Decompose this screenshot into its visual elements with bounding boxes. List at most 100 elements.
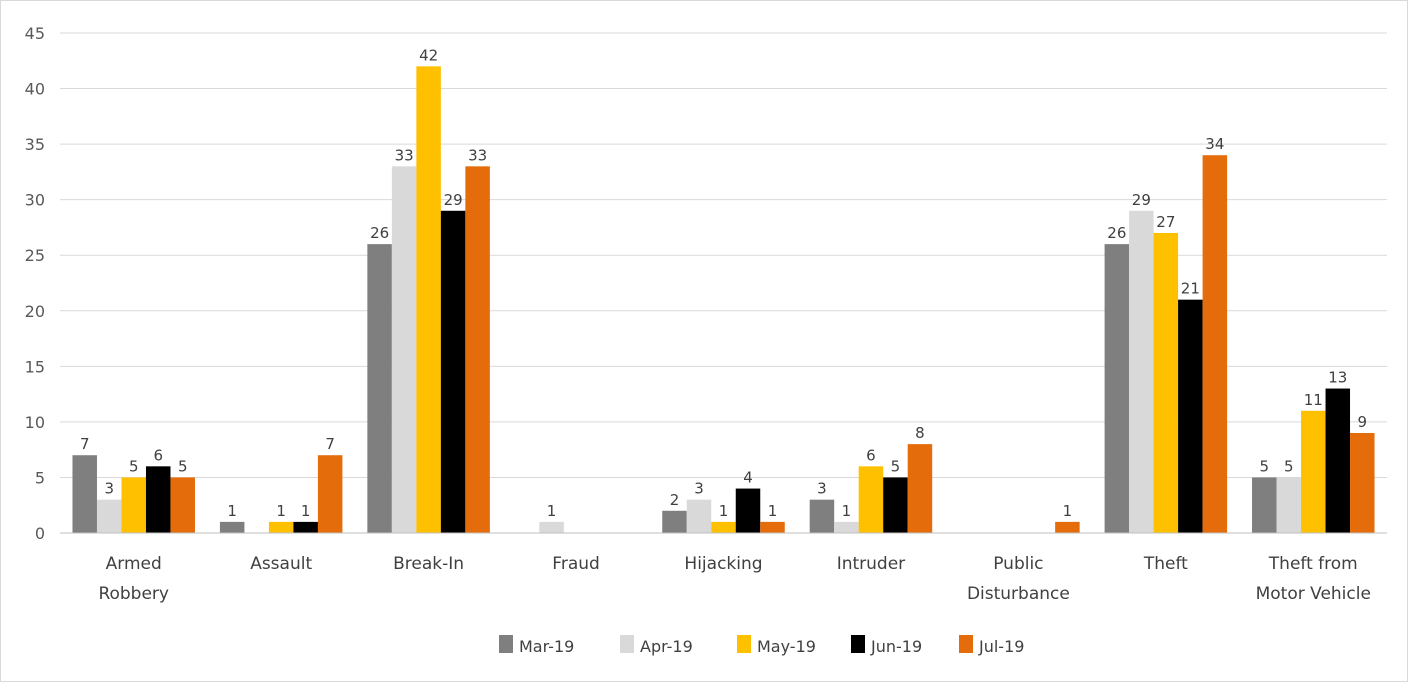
category-label: Robbery	[98, 584, 169, 604]
data-label: 33	[468, 146, 487, 164]
data-label: 1	[276, 502, 286, 520]
data-label: 34	[1205, 135, 1224, 153]
y-tick-label: 30	[25, 191, 45, 210]
bar-mar-19-8	[1252, 477, 1277, 533]
legend-label-jul-19: Jul-19	[978, 637, 1024, 656]
y-tick-label: 40	[25, 80, 45, 99]
data-label: 1	[301, 502, 311, 520]
gridlines	[60, 32, 1387, 478]
bar-jul-19-6	[1055, 521, 1080, 533]
y-tick-label: 5	[35, 468, 45, 487]
data-label: 8	[915, 424, 925, 442]
data-label: 1	[842, 502, 852, 520]
data-label: 3	[104, 480, 114, 498]
data-label: 21	[1181, 280, 1200, 298]
legend-swatch-apr-19	[620, 635, 634, 653]
y-axis-ticks: 0 5 10 15 20 25 30 35 40 45	[25, 24, 45, 543]
legend-swatch-mar-19	[499, 635, 513, 653]
bar-mar-19-0	[72, 455, 97, 533]
bar-jun-19-8	[1325, 388, 1351, 533]
category-label: Armed	[106, 554, 162, 574]
bar-jun-19-0	[145, 466, 171, 533]
data-label: 1	[768, 502, 778, 520]
data-label: 26	[1107, 224, 1126, 242]
bar-may-19-7	[1153, 233, 1179, 533]
bar-may-19-2	[416, 66, 441, 533]
data-label: 3	[817, 480, 827, 498]
data-label: 11	[1304, 391, 1323, 409]
category-label: Theft	[1143, 554, 1188, 574]
legend-label-may-19: May-19	[757, 637, 816, 656]
data-label: 27	[1156, 213, 1175, 231]
data-label: 1	[719, 502, 729, 520]
legend-label-jun-19: Jun-19	[870, 637, 922, 656]
data-label: 3	[694, 480, 704, 498]
bar-apr-19-3	[539, 521, 564, 533]
bar-jul-19-7	[1202, 155, 1228, 533]
bar-may-19-8	[1301, 410, 1326, 533]
bar-mar-19-1	[219, 521, 245, 533]
legend-swatch-jun-19	[851, 635, 865, 653]
bar-jul-19-5	[907, 444, 933, 533]
data-label: 7	[80, 435, 90, 453]
bar-apr-19-7	[1129, 210, 1154, 533]
category-label: Motor Vehicle	[1256, 584, 1371, 604]
category-label: Public	[993, 554, 1043, 574]
data-label: 6	[153, 446, 163, 464]
data-label: 5	[891, 457, 901, 475]
bar-may-19-0	[121, 477, 146, 533]
data-label: 6	[866, 446, 876, 464]
data-label: 4	[743, 469, 753, 487]
legend-swatch-may-19	[737, 635, 751, 653]
data-label: 42	[419, 46, 438, 64]
y-tick-label: 0	[35, 524, 45, 543]
y-tick-label: 25	[25, 246, 45, 265]
category-label: Intruder	[837, 554, 905, 574]
data-label: 1	[227, 502, 237, 520]
category-label: Break-In	[393, 554, 464, 574]
bar-mar-19-5	[809, 499, 835, 533]
data-label: 1	[547, 502, 557, 520]
bar-apr-19-5	[834, 521, 859, 533]
bar-jun-19-7	[1178, 299, 1203, 533]
bar-mar-19-4	[662, 510, 687, 533]
legend: Mar-19 Apr-19 May-19 Jun-19 Jul-19	[499, 635, 1024, 656]
bar-may-19-1	[268, 521, 294, 533]
legend-label-apr-19: Apr-19	[640, 637, 693, 656]
data-label: 26	[370, 224, 389, 242]
bar-jul-19-0	[170, 477, 195, 533]
category-label: Assault	[250, 554, 312, 574]
bar-jul-19-2	[465, 166, 490, 534]
bar-mar-19-2	[367, 244, 392, 533]
bar-jul-19-4	[760, 521, 785, 533]
bar-apr-19-4	[686, 499, 712, 533]
category-label: Hijacking	[684, 554, 762, 574]
data-label: 13	[1328, 369, 1347, 387]
legend-label-mar-19: Mar-19	[519, 637, 574, 656]
y-tick-label: 10	[25, 413, 45, 432]
data-label: 9	[1358, 413, 1368, 431]
bar-mar-19-7	[1104, 244, 1130, 533]
bar-apr-19-2	[391, 166, 417, 534]
data-label: 5	[1284, 457, 1294, 475]
data-label: 5	[1260, 457, 1270, 475]
bars	[72, 66, 1375, 534]
category-label: Disturbance	[967, 584, 1070, 604]
category-label: Fraud	[552, 554, 600, 574]
data-label: 5	[178, 457, 188, 475]
y-tick-label: 20	[25, 302, 45, 321]
bar-jun-19-1	[293, 521, 318, 533]
bar-jun-19-2	[440, 210, 466, 533]
bar-jun-19-4	[735, 488, 761, 533]
y-tick-label: 15	[25, 357, 45, 376]
bar-apr-19-0	[96, 499, 122, 533]
data-label: 7	[325, 435, 335, 453]
data-label: 33	[395, 146, 414, 164]
y-tick-label: 45	[25, 24, 45, 43]
data-label: 1	[1063, 502, 1073, 520]
data-label: 2	[670, 491, 680, 509]
bar-may-19-4	[711, 521, 736, 533]
bar-may-19-5	[858, 466, 884, 533]
